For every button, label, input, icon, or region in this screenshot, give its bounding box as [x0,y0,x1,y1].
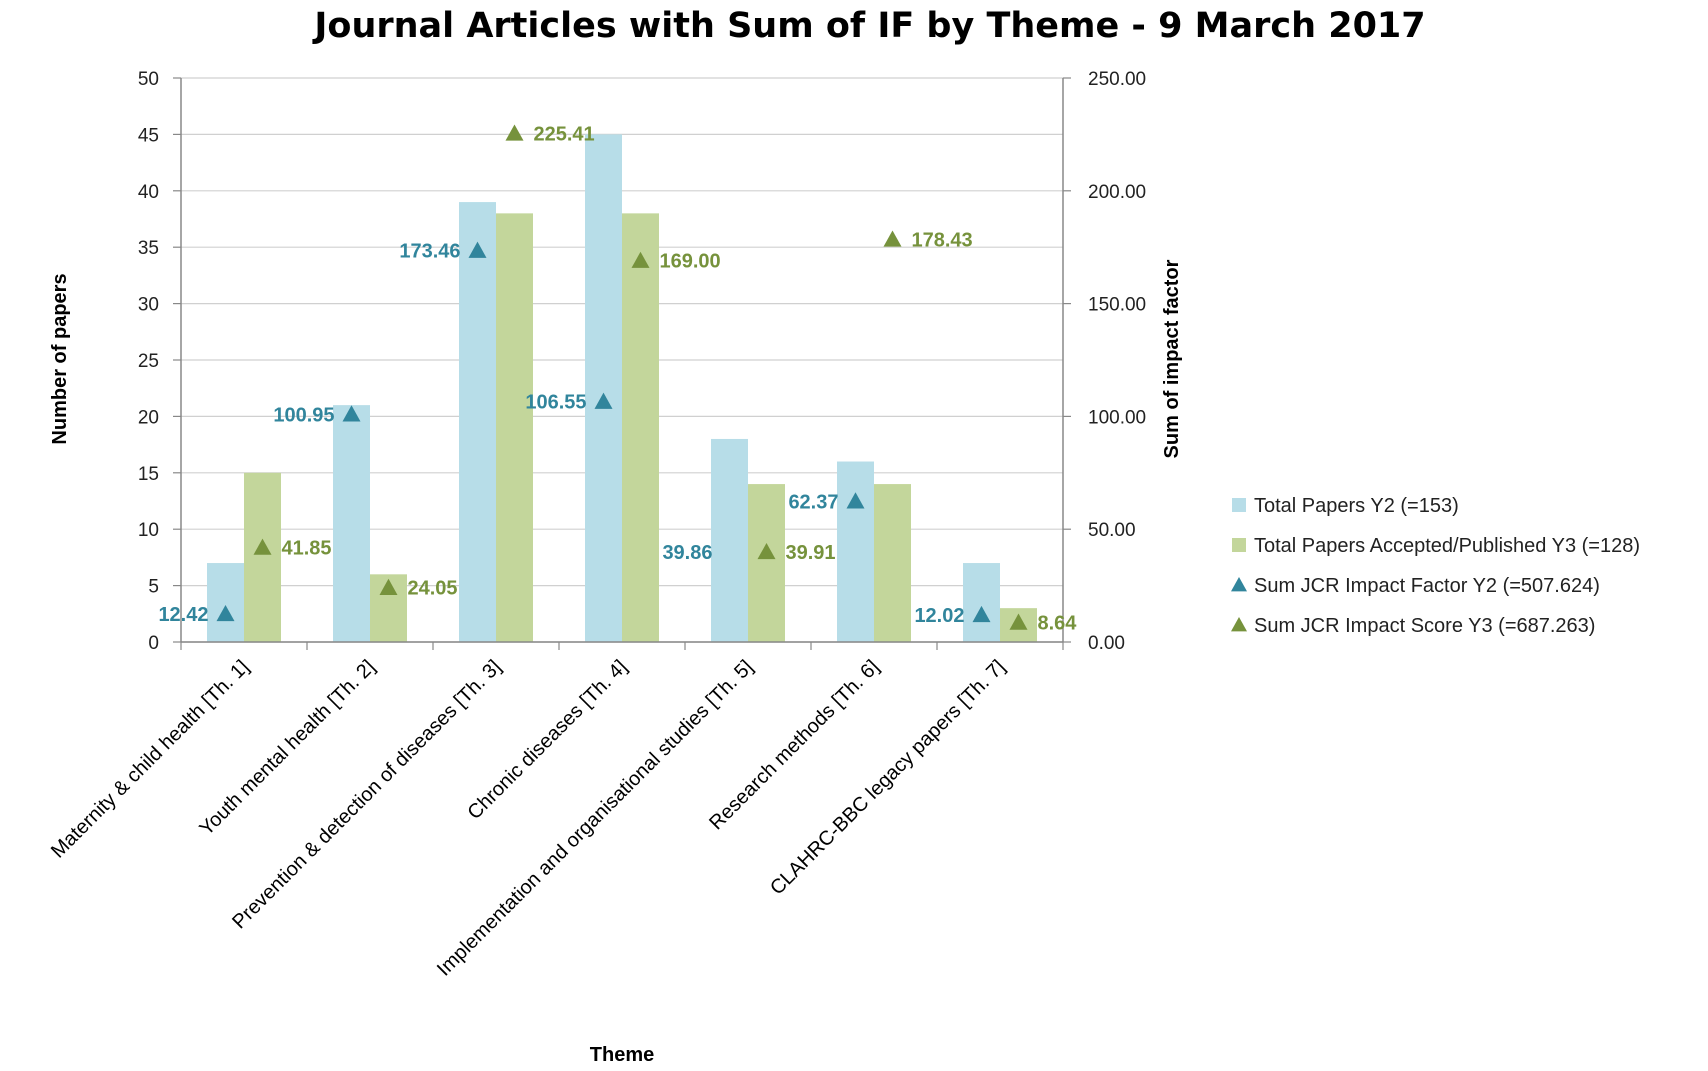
bar-y3 [622,213,659,643]
x-axis-title: Theme [590,1044,654,1066]
y-tick-label: 10 [138,520,159,541]
bar-y2 [207,563,244,642]
marker-impact-factor-y2 [846,492,865,509]
data-label: 169.00 [660,251,721,273]
y-tick-label: 50 [138,69,159,90]
legend-entry: Sum JCR Impact Score Y3 (=687.263) [1254,615,1595,637]
legend-entry: Sum JCR Impact Factor Y2 (=507.624) [1254,575,1600,597]
marker-impact-score-y3 [1009,613,1028,630]
category-label: Prevention & detection of diseases [Th. … [228,656,505,933]
legend-marker [1231,617,1247,632]
y-axis-title: Number of papers [49,273,71,444]
y2-axis-title: Sum of impact factor [1161,259,1183,458]
y2-tick-label: 200.00 [1088,182,1146,203]
bar-y2 [585,134,622,642]
y-tick-label: 25 [138,351,159,372]
marker-impact-factor-y2 [216,604,235,622]
legend-marker [1231,577,1247,592]
bar-y2 [711,438,748,642]
markers: 12.42 100.95 173.46 106.55 39.86 62.37 12.02 41… [158,123,1077,634]
y2-tick-label: 0.00 [1088,633,1125,654]
y-tick-label: 20 [138,407,159,428]
y2-tick-label: 250.00 [1088,69,1146,90]
category-label: CLAHRC-BBC legacy papers [Th. 7] [766,656,1009,899]
data-label: 62.37 [788,491,838,513]
marker-impact-score-y3 [379,578,398,595]
data-label: 173.46 [399,241,460,263]
bar-y3 [496,213,533,643]
bars [207,134,1037,643]
y-tick-label: 15 [138,464,159,485]
bar-y3 [874,484,911,642]
data-label: 100.95 [273,404,334,426]
y2-tick-label: 150.00 [1088,295,1146,316]
legend-swatch [1232,498,1246,512]
legend-swatch [1232,538,1246,552]
marker-impact-score-y3 [757,542,776,560]
data-label: 39.86 [662,542,712,564]
marker-impact-factor-y2 [468,241,487,258]
data-label: 225.41 [534,123,595,145]
data-label: 41.85 [282,538,332,560]
marker-impact-score-y3 [253,538,272,555]
bar-y2 [333,405,370,642]
data-label: 12.02 [914,605,964,627]
data-label: 106.55 [525,392,586,414]
marker-impact-score-y3 [505,124,524,141]
legend-entry: Total Papers Y2 (=153) [1254,495,1459,517]
bar-y2 [459,202,496,642]
marker-impact-factor-y2 [342,405,361,422]
legend: Total Papers Y2 (=153) Total Papers Accep… [1231,495,1640,637]
y-tick-label: 30 [138,295,159,316]
data-label: 24.05 [408,578,458,600]
y2-tick-label: 100.00 [1088,407,1146,428]
marker-impact-score-y3 [631,251,650,268]
chart-title: Journal Articles with Sum of IF by Theme… [312,6,1425,46]
data-label: 8.64 [1038,613,1078,635]
y-tick-label: 0 [148,633,159,654]
data-label: 39.91 [786,542,836,564]
bar-y3 [748,484,785,642]
y-tick-label: 5 [148,577,159,598]
y-tick-label: 40 [138,182,159,203]
marker-impact-factor-y2 [972,605,991,623]
data-label: 12.42 [158,604,208,626]
y-tick-label: 45 [138,125,159,146]
category-label: Maternity & child health [Th. 1] [47,656,254,863]
legend-entry: Total Papers Accepted/Published Y3 (=128… [1254,535,1640,557]
y-tick-label: 35 [138,238,159,259]
data-label: 178.43 [912,229,973,251]
bar-y3 [244,472,281,642]
bar-y2 [837,461,874,642]
y2-tick-label: 50.00 [1088,520,1136,541]
bar-y2 [963,563,1000,642]
marker-impact-factor-y2 [594,392,613,409]
marker-impact-score-y3 [883,230,902,247]
